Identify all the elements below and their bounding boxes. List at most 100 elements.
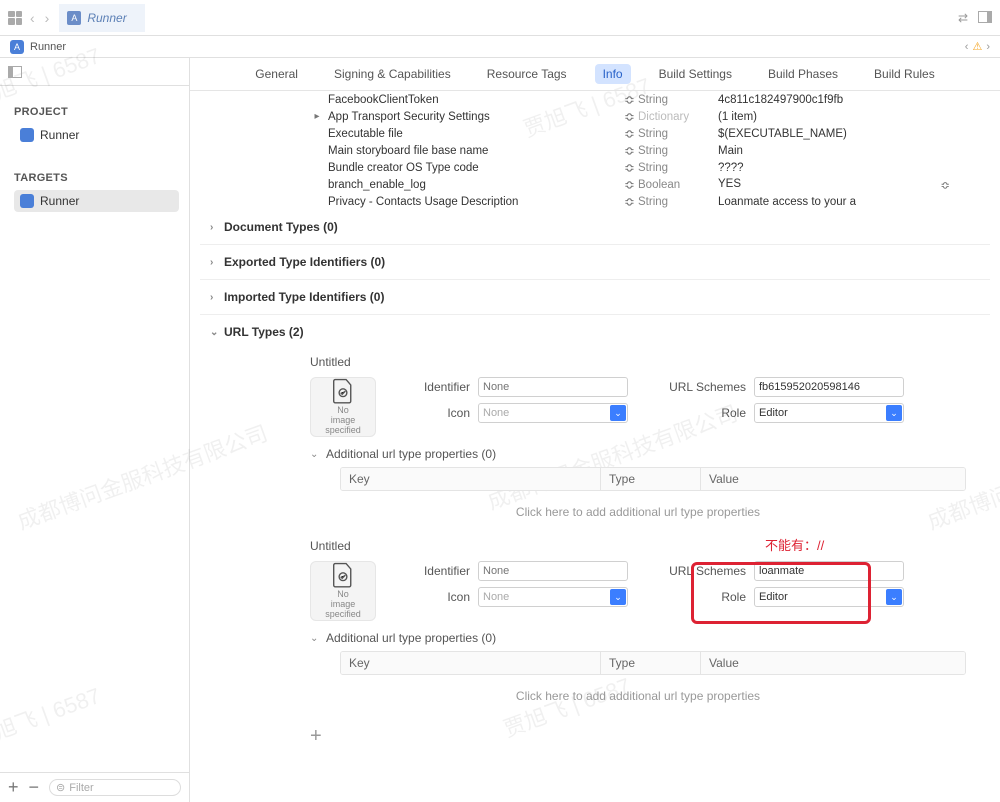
bc-right-icon[interactable]: › bbox=[986, 41, 990, 53]
plist-key: Bundle creator OS Type code bbox=[324, 162, 624, 174]
icon-label: Icon bbox=[390, 406, 470, 420]
tab-resource-tags[interactable]: Resource Tags bbox=[479, 64, 575, 84]
add-props-hint[interactable]: Click here to add additional url type pr… bbox=[310, 675, 966, 717]
target-item-label: Runner bbox=[40, 194, 79, 208]
plist-row[interactable]: Privacy - Contacts Usage Description≎Str… bbox=[310, 193, 980, 210]
plist-value[interactable]: $(EXECUTABLE_NAME) bbox=[718, 128, 980, 140]
plist-row[interactable]: Bundle creator OS Type code≎String???? bbox=[310, 159, 980, 176]
plist-key: branch_enable_log bbox=[324, 179, 624, 191]
target-icon bbox=[20, 194, 34, 208]
plist-row[interactable]: branch_enable_log≎BooleanYES≎ bbox=[310, 176, 980, 193]
plist-key: FacebookClientToken bbox=[324, 94, 624, 106]
sidebar-toggle-icon[interactable] bbox=[8, 66, 22, 78]
plist-value[interactable]: YES≎ bbox=[718, 178, 980, 192]
plist-row[interactable]: Main storyboard file base name≎StringMai… bbox=[310, 142, 980, 159]
editor-tab[interactable]: A Runner bbox=[59, 4, 144, 32]
url-schemes-label: URL Schemes bbox=[636, 380, 746, 394]
tab-build-phases[interactable]: Build Phases bbox=[760, 64, 846, 84]
kv-header: KeyTypeValue bbox=[340, 467, 966, 491]
icon-label: Icon bbox=[390, 590, 470, 604]
filter-input[interactable]: ⊜ Filter bbox=[49, 779, 181, 796]
role-select[interactable]: Editor⌄ bbox=[754, 403, 904, 423]
app-icon: A bbox=[67, 11, 81, 25]
plist-type: String bbox=[638, 145, 718, 157]
breadcrumb-project[interactable]: Runner bbox=[30, 41, 66, 53]
stepper-icon[interactable]: ≎ bbox=[624, 161, 638, 174]
tab-general[interactable]: General bbox=[247, 64, 306, 84]
bc-left-icon[interactable]: ‹ bbox=[965, 41, 969, 53]
project-heading: PROJECT bbox=[14, 106, 189, 118]
plist-value[interactable]: 4c811c182497900c1f9fb bbox=[718, 94, 980, 106]
content: General Signing & Capabilities Resource Ta… bbox=[190, 58, 1000, 802]
project-item[interactable]: Runner bbox=[14, 124, 179, 146]
url-type-title: Untitled bbox=[310, 539, 966, 553]
annotation-text: 不能有：// bbox=[765, 535, 824, 554]
stepper-icon[interactable]: ≎ bbox=[624, 127, 638, 140]
url-schemes-input[interactable] bbox=[754, 561, 904, 581]
plist-key: Executable file bbox=[324, 128, 624, 140]
role-select[interactable]: Editor⌄ bbox=[754, 587, 904, 607]
icon-select[interactable]: None⌄ bbox=[478, 403, 628, 423]
breadcrumb: A Runner ‹ ⚠︎ › bbox=[0, 36, 1000, 58]
panel-right-icon[interactable] bbox=[978, 11, 992, 23]
add-props-hint[interactable]: Click here to add additional url type pr… bbox=[310, 491, 966, 533]
warning-icon[interactable]: ⚠︎ bbox=[972, 40, 982, 53]
disclosure-icon[interactable]: ▸ bbox=[310, 111, 324, 122]
stepper-icon[interactable]: ≎ bbox=[624, 93, 638, 106]
url-schemes-input[interactable] bbox=[754, 377, 904, 397]
url-type-image-well[interactable]: Noimagespecified bbox=[310, 377, 376, 437]
section-imported[interactable]: ›Imported Type Identifiers (0) bbox=[200, 279, 990, 314]
plist-type: String bbox=[638, 94, 718, 106]
section-doc-types[interactable]: ›Document Types (0) bbox=[200, 210, 990, 244]
role-label: Role bbox=[636, 406, 746, 420]
swap-icon[interactable]: ⇄ bbox=[958, 11, 968, 25]
tab-build-rules[interactable]: Build Rules bbox=[866, 64, 943, 84]
grid-icon[interactable] bbox=[8, 11, 22, 25]
plist-row[interactable]: Executable file≎String$(EXECUTABLE_NAME) bbox=[310, 125, 980, 142]
role-label: Role bbox=[636, 590, 746, 604]
sidebar: PROJECT Runner TARGETS Runner + − ⊜ Filt… bbox=[0, 58, 190, 802]
plist-key: Privacy - Contacts Usage Description bbox=[324, 196, 624, 208]
app-icon: A bbox=[10, 40, 24, 54]
section-exported[interactable]: ›Exported Type Identifiers (0) bbox=[200, 244, 990, 279]
url-schemes-label: URL Schemes bbox=[636, 564, 746, 578]
plist-value[interactable]: Main bbox=[718, 145, 980, 157]
identifier-label: Identifier bbox=[390, 564, 470, 578]
nav-forward-icon[interactable]: › bbox=[43, 10, 52, 26]
additional-props-toggle[interactable]: ⌄Additional url type properties (0) bbox=[310, 631, 966, 645]
identifier-input[interactable] bbox=[478, 561, 628, 581]
plist-row[interactable]: ▸App Transport Security Settings≎Diction… bbox=[310, 108, 980, 125]
stepper-icon[interactable]: ≎ bbox=[624, 144, 638, 157]
tab-build-settings[interactable]: Build Settings bbox=[651, 64, 740, 84]
plist-value[interactable]: ???? bbox=[718, 162, 980, 174]
stepper-icon[interactable]: ≎ bbox=[624, 195, 638, 208]
plist-key: App Transport Security Settings bbox=[324, 111, 624, 123]
target-item[interactable]: Runner bbox=[14, 190, 179, 212]
plist-row[interactable]: FacebookClientToken≎String4c811c18249790… bbox=[310, 91, 980, 108]
filter-icon: ⊜ bbox=[56, 781, 65, 794]
kv-header: KeyTypeValue bbox=[340, 651, 966, 675]
additional-props-toggle[interactable]: ⌄Additional url type properties (0) bbox=[310, 447, 966, 461]
plist-key: Main storyboard file base name bbox=[324, 145, 624, 157]
plist-table: FacebookClientToken≎String4c811c18249790… bbox=[310, 91, 980, 210]
plist-value[interactable]: (1 item) bbox=[718, 111, 980, 123]
plist-type: Boolean bbox=[638, 179, 718, 191]
section-label: URL Types (2) bbox=[224, 325, 304, 339]
stepper-icon[interactable]: ≎ bbox=[624, 110, 638, 123]
icon-select[interactable]: None⌄ bbox=[478, 587, 628, 607]
identifier-input[interactable] bbox=[478, 377, 628, 397]
remove-target-button[interactable]: − bbox=[29, 777, 40, 798]
nav-back-icon[interactable]: ‹ bbox=[28, 10, 37, 26]
add-target-button[interactable]: + bbox=[8, 777, 19, 798]
tab-info[interactable]: Info bbox=[595, 64, 631, 84]
plist-type: String bbox=[638, 162, 718, 174]
section-label: Imported Type Identifiers (0) bbox=[224, 290, 384, 304]
section-url-types[interactable]: ⌄URL Types (2) bbox=[200, 314, 990, 349]
stepper-icon[interactable]: ≎ bbox=[624, 178, 638, 191]
editor-tabs: General Signing & Capabilities Resource Ta… bbox=[190, 58, 1000, 91]
plist-value[interactable]: Loanmate access to your a bbox=[718, 196, 980, 208]
targets-heading: TARGETS bbox=[14, 172, 189, 184]
url-type-image-well[interactable]: Noimagespecified bbox=[310, 561, 376, 621]
tab-signing-capabilities[interactable]: Signing & Capabilities bbox=[326, 64, 459, 84]
add-url-type-button[interactable]: + bbox=[310, 725, 990, 748]
